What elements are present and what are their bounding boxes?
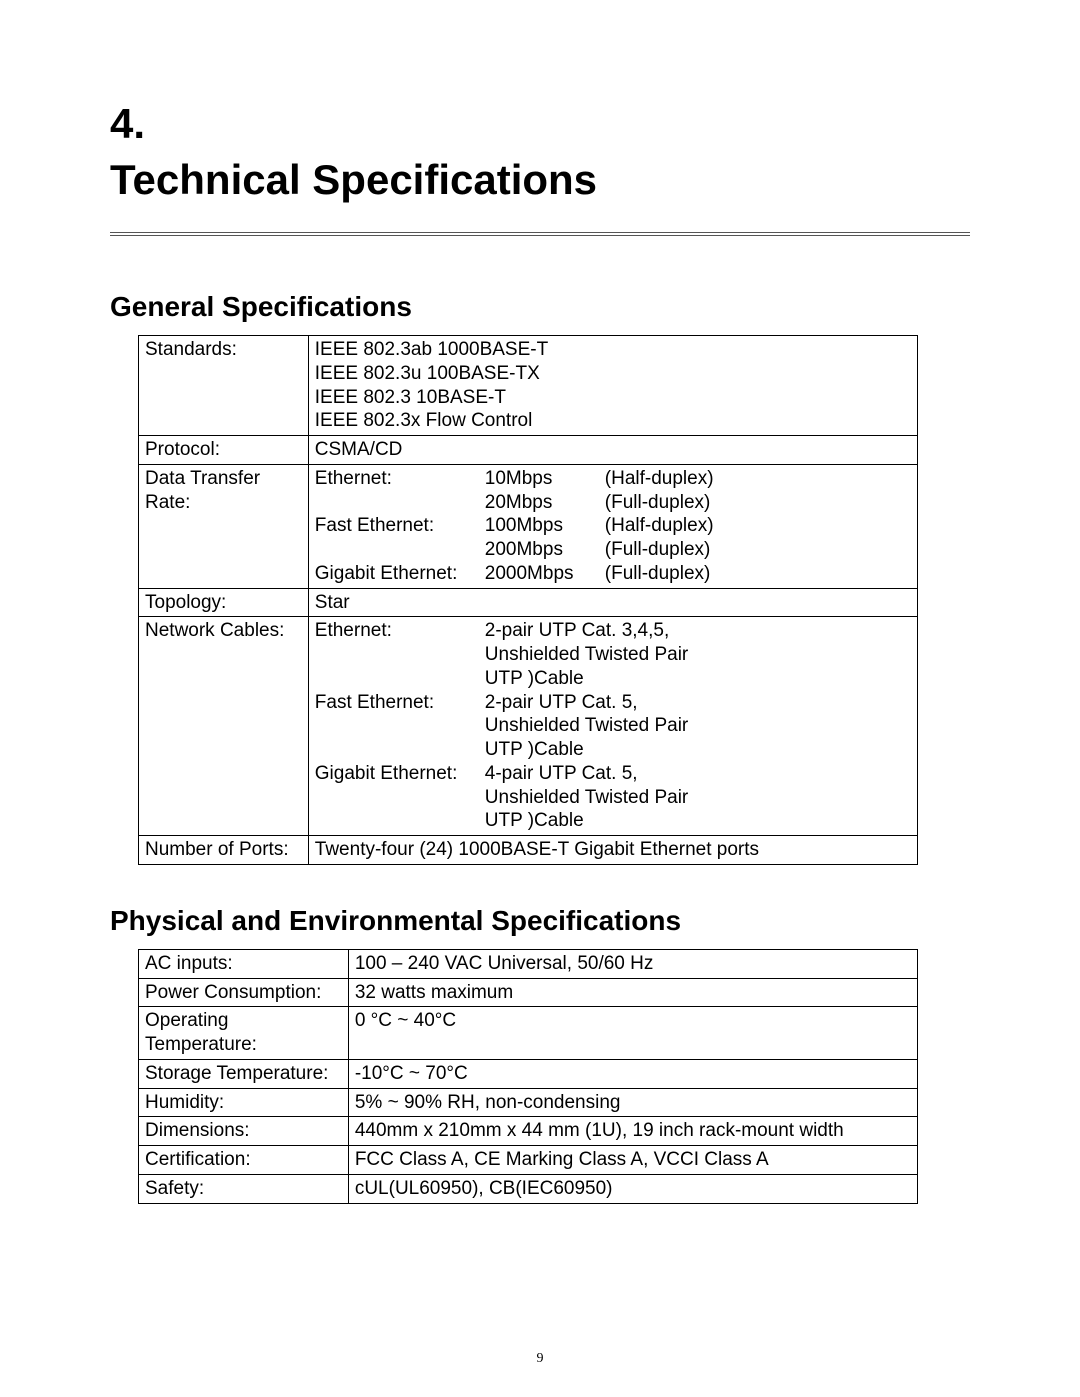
row-dimensions: Dimensions: 440mm x 210mm x 44 mm (1U), …	[139, 1117, 918, 1146]
page: 4. Technical Specifications General Spec…	[0, 0, 1080, 1397]
page-number: 9	[0, 1351, 1080, 1367]
cable-line: 2-pair UTP Cat. 3,4,5,	[485, 619, 911, 643]
cable-line: 4-pair UTP Cat. 5,	[485, 762, 911, 786]
rate-iface: Ethernet:	[315, 467, 485, 491]
chapter-number: 4.	[110, 100, 970, 148]
row-op-temp: Operating Temperature: 0 °C ~ 40°C	[139, 1007, 918, 1060]
value-certification: FCC Class A, CE Marking Class A, VCCI Cl…	[348, 1146, 917, 1175]
label-op-temp: Operating Temperature:	[139, 1007, 349, 1060]
row-data-rate: Data Transfer Rate: Ethernet:10Mbps(Half…	[139, 464, 918, 588]
rate-iface	[315, 538, 485, 562]
table-general: Standards: IEEE 802.3ab 1000BASE-T IEEE …	[138, 335, 918, 865]
value-cables: Ethernet:2-pair UTP Cat. 3,4,5, Unshield…	[308, 617, 917, 836]
section-heading-physical: Physical and Environmental Specification…	[110, 905, 970, 937]
section-physical: Physical and Environmental Specification…	[110, 905, 970, 1204]
row-storage-temp: Storage Temperature: -10°C ~ 70°C	[139, 1059, 918, 1088]
value-topology: Star	[308, 588, 917, 617]
value-humidity: 5% ~ 90% RH, non-condensing	[348, 1088, 917, 1117]
chapter-rule	[110, 232, 970, 236]
rate-speed: 200Mbps	[485, 538, 605, 562]
rate-duplex: (Half-duplex)	[605, 514, 911, 538]
row-humidity: Humidity: 5% ~ 90% RH, non-condensing	[139, 1088, 918, 1117]
section-heading-general: General Specifications	[110, 291, 970, 323]
row-standards: Standards: IEEE 802.3ab 1000BASE-T IEEE …	[139, 336, 918, 436]
table-physical: AC inputs: 100 – 240 VAC Universal, 50/6…	[138, 949, 918, 1204]
cable-iface: Gigabit Ethernet:	[315, 762, 485, 786]
label-certification: Certification:	[139, 1146, 349, 1175]
label-cables: Network Cables:	[139, 617, 309, 836]
row-topology: Topology: Star	[139, 588, 918, 617]
label-topology: Topology:	[139, 588, 309, 617]
value-ports: Twenty-four (24) 1000BASE-T Gigabit Ethe…	[308, 836, 917, 865]
rate-speed: 2000Mbps	[485, 562, 605, 586]
label-storage-temp: Storage Temperature:	[139, 1059, 349, 1088]
value-power: 32 watts maximum	[348, 978, 917, 1007]
cable-line: Unshielded Twisted Pair	[485, 786, 911, 810]
cable-iface	[315, 809, 485, 833]
standards-line: IEEE 802.3u 100BASE-TX	[315, 362, 911, 386]
rate-speed: 100Mbps	[485, 514, 605, 538]
cable-line: Unshielded Twisted Pair	[485, 714, 911, 738]
row-ac: AC inputs: 100 – 240 VAC Universal, 50/6…	[139, 949, 918, 978]
row-ports: Number of Ports: Twenty-four (24) 1000BA…	[139, 836, 918, 865]
label-protocol: Protocol:	[139, 436, 309, 465]
label-ports: Number of Ports:	[139, 836, 309, 865]
value-standards: IEEE 802.3ab 1000BASE-T IEEE 802.3u 100B…	[308, 336, 917, 436]
cable-line: UTP )Cable	[485, 667, 911, 691]
cable-iface	[315, 738, 485, 762]
rate-duplex: (Full-duplex)	[605, 538, 911, 562]
value-dimensions: 440mm x 210mm x 44 mm (1U), 19 inch rack…	[348, 1117, 917, 1146]
rate-iface	[315, 491, 485, 515]
label-standards: Standards:	[139, 336, 309, 436]
rate-duplex: (Half-duplex)	[605, 467, 911, 491]
value-ac: 100 – 240 VAC Universal, 50/60 Hz	[348, 949, 917, 978]
value-storage-temp: -10°C ~ 70°C	[348, 1059, 917, 1088]
value-data-rate: Ethernet:10Mbps(Half-duplex) 20Mbps(Full…	[308, 464, 917, 588]
standards-line: IEEE 802.3x Flow Control	[315, 409, 911, 433]
cable-iface	[315, 667, 485, 691]
cable-iface: Fast Ethernet:	[315, 691, 485, 715]
label-data-rate: Data Transfer Rate:	[139, 464, 309, 588]
section-general: General Specifications Standards: IEEE 8…	[110, 291, 970, 865]
value-safety: cUL(UL60950), CB(IEC60950)	[348, 1174, 917, 1203]
label-ac: AC inputs:	[139, 949, 349, 978]
standards-line: IEEE 802.3 10BASE-T	[315, 386, 911, 410]
cable-iface	[315, 714, 485, 738]
cable-line: UTP )Cable	[485, 809, 911, 833]
value-op-temp: 0 °C ~ 40°C	[348, 1007, 917, 1060]
row-certification: Certification: FCC Class A, CE Marking C…	[139, 1146, 918, 1175]
cable-line: 2-pair UTP Cat. 5,	[485, 691, 911, 715]
row-safety: Safety: cUL(UL60950), CB(IEC60950)	[139, 1174, 918, 1203]
rate-speed: 10Mbps	[485, 467, 605, 491]
label-humidity: Humidity:	[139, 1088, 349, 1117]
chapter-title: Technical Specifications	[110, 156, 970, 204]
rate-iface: Gigabit Ethernet:	[315, 562, 485, 586]
rate-iface: Fast Ethernet:	[315, 514, 485, 538]
rate-duplex: (Full-duplex)	[605, 491, 911, 515]
row-cables: Network Cables: Ethernet:2-pair UTP Cat.…	[139, 617, 918, 836]
cable-line: Unshielded Twisted Pair	[485, 643, 911, 667]
standards-line: IEEE 802.3ab 1000BASE-T	[315, 338, 911, 362]
cable-line: UTP )Cable	[485, 738, 911, 762]
rate-duplex: (Full-duplex)	[605, 562, 911, 586]
value-protocol: CSMA/CD	[308, 436, 917, 465]
label-dimensions: Dimensions:	[139, 1117, 349, 1146]
row-power: Power Consumption: 32 watts maximum	[139, 978, 918, 1007]
cable-iface	[315, 786, 485, 810]
cable-iface: Ethernet:	[315, 619, 485, 643]
row-protocol: Protocol: CSMA/CD	[139, 436, 918, 465]
rate-speed: 20Mbps	[485, 491, 605, 515]
label-power: Power Consumption:	[139, 978, 349, 1007]
cable-iface	[315, 643, 485, 667]
label-safety: Safety:	[139, 1174, 349, 1203]
